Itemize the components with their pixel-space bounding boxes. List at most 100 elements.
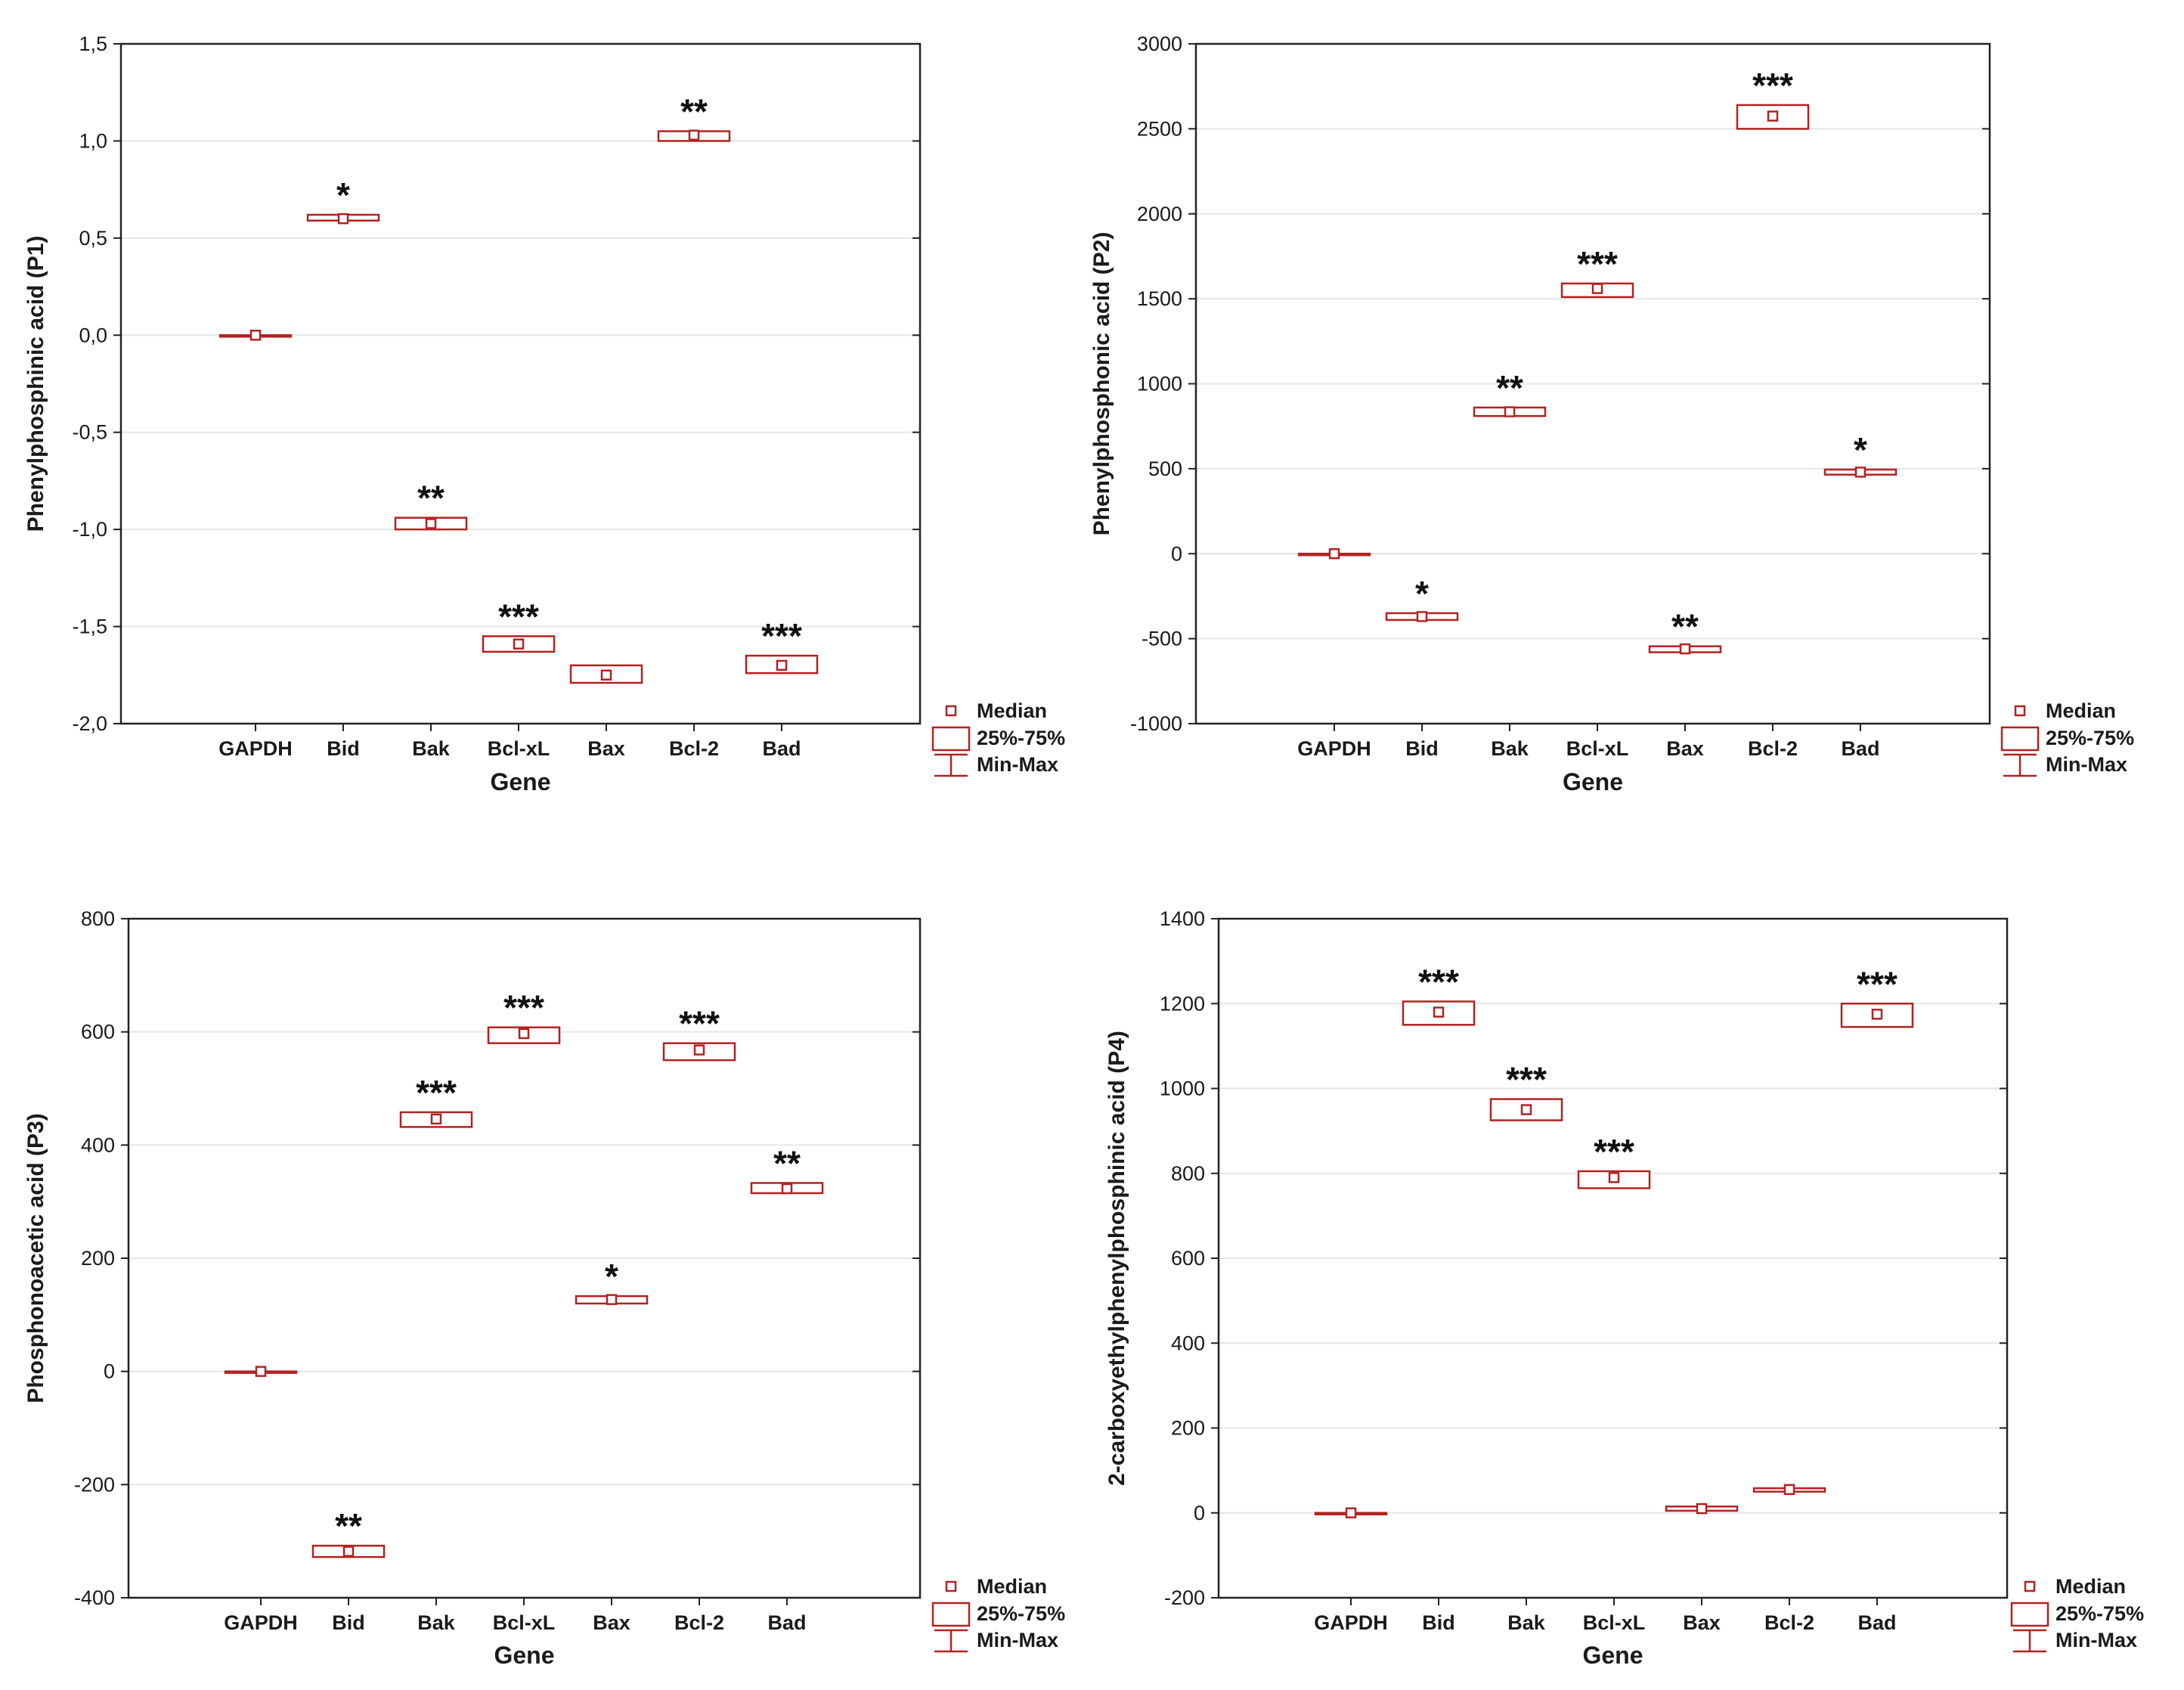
box-Bax	[569, 664, 643, 684]
median-marker	[1871, 1009, 1883, 1020]
y-tick-label: 3000	[1137, 33, 1182, 55]
y-tick-label: 2000	[1137, 203, 1182, 225]
x-tick-label: GAPDH	[1297, 737, 1371, 760]
y-tick-label: -1000	[1130, 712, 1182, 735]
box-Bcl-2: **	[657, 92, 731, 142]
box-Bcl-2: ***	[1736, 66, 1810, 130]
y-tick-label: 1200	[1160, 992, 1205, 1015]
y-axis-title: 2-carboxyethylphenylphosphinic acid (P4)	[1104, 1031, 1129, 1486]
significance-label: ***	[416, 1073, 457, 1112]
x-tick-label: Bax	[1683, 1611, 1721, 1634]
x-tick-label: Bax	[1666, 737, 1704, 760]
box-GAPDH	[1297, 548, 1371, 560]
box-Bad: ***	[745, 616, 819, 674]
significance-label: ***	[1857, 964, 1897, 1003]
median-marker	[255, 1366, 267, 1377]
box-Bax	[1665, 1502, 1739, 1515]
legend-median-label: Median	[977, 1575, 1047, 1598]
box-Bak: ***	[399, 1073, 473, 1128]
y-tick-label: -500	[1142, 628, 1182, 650]
box-Bax: *	[575, 1257, 649, 1305]
y-tick-label: 0	[1194, 1502, 1205, 1524]
y-tick-label: 1400	[1160, 907, 1205, 930]
legend-box-label: 25%-75%	[977, 727, 1065, 749]
y-tick-label: 0	[1171, 542, 1182, 565]
x-tick-label: Bcl-xL	[1583, 1611, 1646, 1634]
x-tick-label: Bak	[412, 737, 451, 760]
y-tick-label: 1000	[1137, 373, 1182, 395]
legend-median-label: Median	[2046, 699, 2116, 722]
y-tick-label: 600	[1171, 1247, 1205, 1270]
y-tick-label: 0,0	[79, 324, 107, 346]
chart-panel-4: -200 0 200 400 600 800 1000 1200 1400 GAPDH Bid Bak…	[1104, 907, 2144, 1669]
y-tick-label: 1,0	[79, 129, 107, 152]
median-marker	[1345, 1507, 1357, 1518]
median-marker	[1520, 1104, 1532, 1115]
legend-whisker-label: Min-Max	[2046, 753, 2127, 776]
x-tick-label: Bad	[1857, 1611, 1896, 1634]
box-Bad: **	[750, 1143, 824, 1195]
chart-panel-2: -1000 -500 0 500 1000 1500 2000 2500 3000 GAPDH Bi…	[1089, 33, 2134, 795]
significance-label: **	[417, 479, 445, 518]
median-marker	[1504, 406, 1516, 417]
box-Bcl-xL: ***	[1577, 1132, 1651, 1189]
legend: Median 25%-75% Min-Max	[2000, 699, 2134, 777]
legend-median-swatch	[2024, 1580, 2036, 1592]
chart-panel-3: -400 -200 0 200 400 600 800 GAPDH Bid Bak Bcl-xL Ba…	[23, 907, 1065, 1669]
box-Bid: *	[306, 175, 380, 225]
y-tick-label: 0,5	[79, 227, 107, 250]
significance-label: *	[605, 1257, 618, 1296]
x-tick-label: Bid	[327, 737, 360, 760]
x-tick-label: Bcl-xL	[1566, 737, 1629, 760]
significance-label: *	[1415, 574, 1429, 613]
significance-label: **	[335, 1506, 362, 1546]
y-tick-label: -400	[74, 1586, 115, 1609]
x-tick-label: Bcl-xL	[488, 737, 550, 760]
significance-label: **	[1671, 607, 1699, 647]
legend-box-label: 25%-75%	[977, 1602, 1065, 1625]
significance-label: **	[680, 92, 708, 132]
x-tick-label: Bcl-2	[1764, 1611, 1814, 1634]
median-marker	[1767, 110, 1779, 122]
y-tick-label: 400	[81, 1133, 115, 1156]
x-tick-label: Bcl-xL	[493, 1611, 556, 1634]
x-axis-title: Gene	[1582, 1642, 1643, 1669]
box-Bak: ***	[1489, 1060, 1563, 1121]
significance-label: ***	[503, 988, 544, 1028]
legend-box-swatch	[2010, 1602, 2049, 1627]
x-axis-title: Gene	[494, 1642, 554, 1669]
legend: Median 25%-75% Min-Max	[931, 699, 1065, 777]
y-tick-label: -1,0	[72, 518, 107, 541]
significance-label: ***	[679, 1004, 720, 1043]
box-Bcl-xL: ***	[482, 597, 556, 653]
median-marker	[1679, 643, 1691, 655]
median-marker	[600, 669, 612, 681]
legend-median-label: Median	[977, 699, 1047, 722]
median-marker	[781, 1183, 793, 1195]
y-tick-label: -1,5	[72, 616, 107, 638]
x-tick-label: GAPDH	[218, 737, 293, 760]
box-Bad: ***	[1840, 964, 1914, 1028]
x-tick-label: Bid	[1422, 1611, 1455, 1634]
x-tick-label: GAPDH	[224, 1611, 298, 1634]
box-Bax: **	[1648, 607, 1722, 655]
y-axis-title: Phosphonoacetic acid (P3)	[23, 1113, 48, 1403]
box-Bcl-xL: ***	[487, 988, 561, 1044]
significance-label: *	[1854, 430, 1867, 470]
y-tick-label: 600	[81, 1021, 115, 1043]
y-tick-label: 1500	[1137, 287, 1182, 310]
legend: Median 25%-75% Min-Max	[931, 1575, 1065, 1653]
box-GAPDH	[224, 1366, 298, 1377]
x-tick-label: Bad	[1841, 737, 1879, 760]
median-marker	[430, 1113, 442, 1125]
x-tick-label: Bak	[1491, 737, 1529, 760]
y-tick-label: -200	[74, 1473, 115, 1496]
y-tick-label: 800	[81, 907, 115, 930]
x-tick-label: Bad	[762, 737, 801, 760]
median-marker	[1696, 1502, 1708, 1515]
y-tick-label: 1000	[1160, 1078, 1205, 1100]
legend-box-swatch	[931, 726, 971, 752]
median-marker	[337, 212, 349, 225]
legend-whisker-label: Min-Max	[2055, 1629, 2137, 1651]
legend-box-swatch	[2000, 726, 2040, 752]
